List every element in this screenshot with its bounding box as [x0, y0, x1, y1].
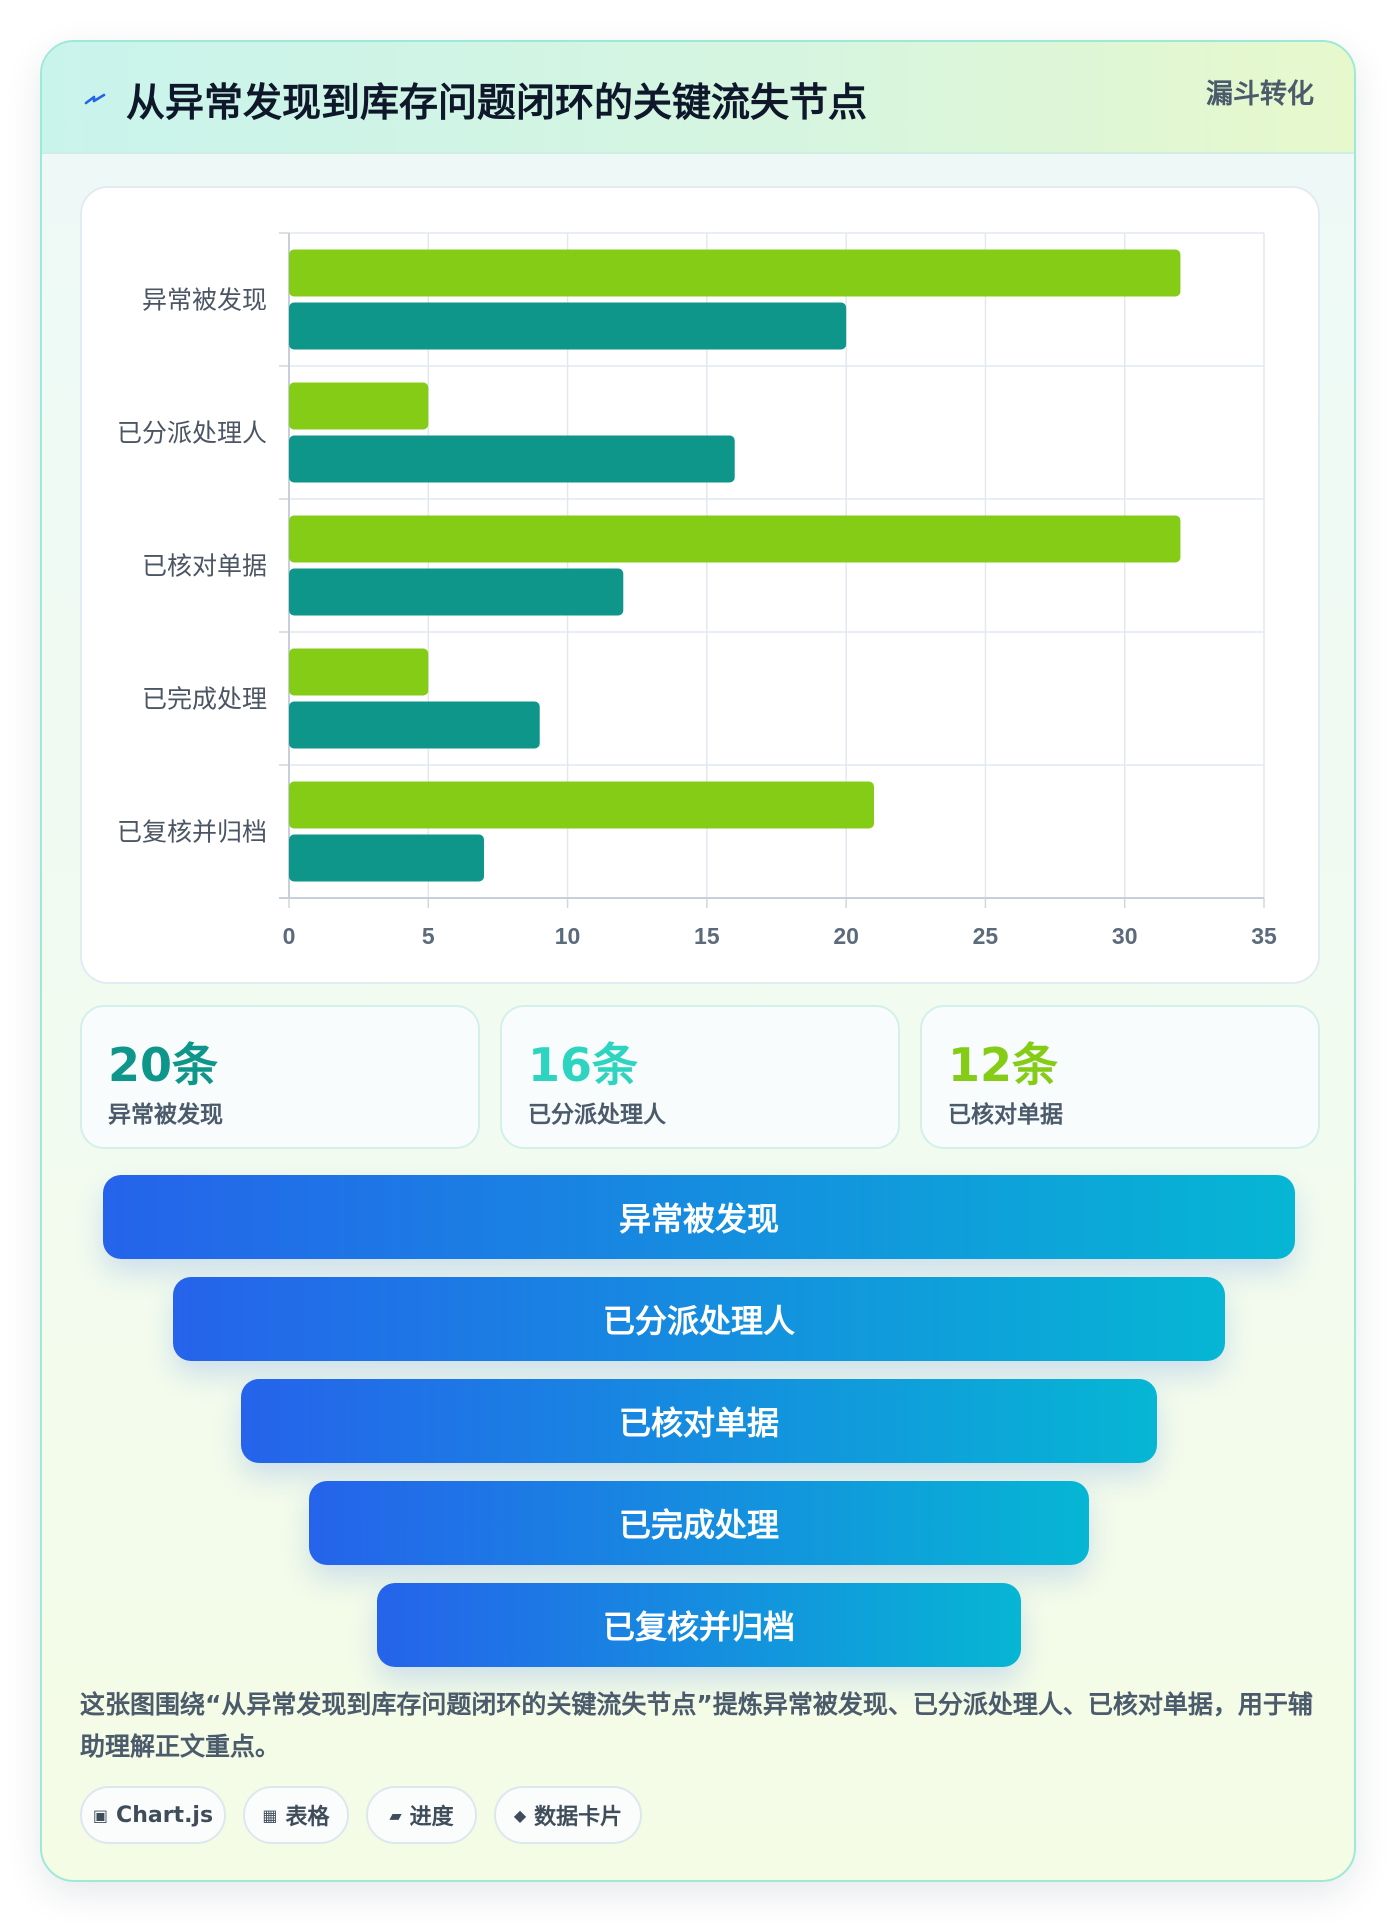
funnel-stage: 已分派处理人 — [173, 1277, 1225, 1361]
tag-label: 数据卡片 — [534, 1805, 623, 1830]
stat-card: 20条 异常被发现 — [80, 1005, 480, 1149]
chart-panel: 0 5 10 15 20 25 30 35 异常被发现已分派处理人已核对单据已完成处理已复核并归… — [80, 186, 1320, 984]
x-tick-label: 5 — [422, 923, 435, 949]
tag-table[interactable]: ▦ 表格 — [243, 1786, 349, 1844]
bar — [289, 701, 540, 749]
x-tick-label: 20 — [833, 923, 859, 949]
tag-label: 进度 — [409, 1805, 454, 1830]
bar-chart: 0 5 10 15 20 25 30 35 异常被发现已分派处理人已核对单据已完成处理已复核并归… — [117, 232, 1277, 949]
funnel-stage: 已核对单据 — [241, 1379, 1157, 1463]
page-title: 从异常发现到库存问题闭环的关键流失节点 — [126, 81, 868, 126]
bar — [289, 302, 847, 350]
type-badge: 漏斗转化 — [1206, 79, 1314, 110]
category-label: 异常被发现 — [142, 287, 267, 315]
progress-icon: ▰ — [389, 1805, 402, 1825]
stat-value: 16条 — [528, 1038, 639, 1092]
stat-label: 已分派处理人 — [528, 1102, 666, 1128]
category-label: 已完成处理 — [142, 686, 267, 714]
category-label: 已分派处理人 — [117, 420, 267, 448]
lightning-icon — [84, 93, 106, 105]
category-label: 已核对单据 — [142, 553, 267, 581]
bar — [289, 249, 1181, 297]
tag-data-card[interactable]: ◆ 数据卡片 — [494, 1786, 642, 1844]
stat-card: 16条 已分派处理人 — [500, 1005, 900, 1149]
bar — [289, 648, 429, 696]
x-tick-label: 30 — [1112, 923, 1138, 949]
x-tick-label: 10 — [555, 923, 581, 949]
bar — [289, 515, 1181, 563]
funnel-stage: 异常被发现 — [103, 1175, 1295, 1259]
stat-label: 异常被发现 — [108, 1102, 223, 1128]
table-icon: ▦ — [262, 1805, 278, 1825]
card-header: 从异常发现到库存问题闭环的关键流失节点 漏斗转化 — [42, 42, 1354, 154]
square-icon: ▣ — [92, 1805, 109, 1825]
summary-text: 这张图围绕“从异常发现到库存问题闭环的关键流失节点”提炼异常被发现、已分派处理人… — [80, 1690, 1313, 1761]
stat-label: 已核对单据 — [948, 1102, 1063, 1128]
bar — [289, 781, 874, 829]
stat-value: 20条 — [108, 1038, 219, 1092]
bar — [289, 382, 429, 430]
category-label: 已复核并归档 — [117, 819, 267, 847]
tag-label: 表格 — [285, 1805, 330, 1830]
tag-chartjs[interactable]: ▣ Chart.js — [80, 1786, 226, 1844]
x-tick-label: 35 — [1251, 923, 1277, 949]
chart-card: 从异常发现到库存问题闭环的关键流失节点 漏斗转化 0 5 10 15 20 25 30 35 异… — [40, 40, 1356, 1882]
funnel-stage: 已复核并归档 — [377, 1583, 1021, 1667]
x-tick-label: 25 — [973, 923, 999, 949]
x-tick-label: 15 — [694, 923, 720, 949]
bar — [289, 435, 735, 483]
stat-value: 12条 — [948, 1038, 1059, 1092]
funnel-stage: 已完成处理 — [309, 1481, 1089, 1565]
stat-card: 12条 已核对单据 — [920, 1005, 1320, 1149]
tag-progress[interactable]: ▰ 进度 — [366, 1786, 477, 1844]
bar — [289, 568, 624, 616]
bar — [289, 834, 484, 882]
diamond-icon: ◆ — [513, 1805, 527, 1825]
tag-label: Chart.js — [116, 1802, 214, 1828]
stat-cards: 20条 异常被发现 16条 已分派处理人 12条 已核对单据 — [80, 1005, 1320, 1149]
x-tick-label: 0 — [283, 923, 296, 949]
